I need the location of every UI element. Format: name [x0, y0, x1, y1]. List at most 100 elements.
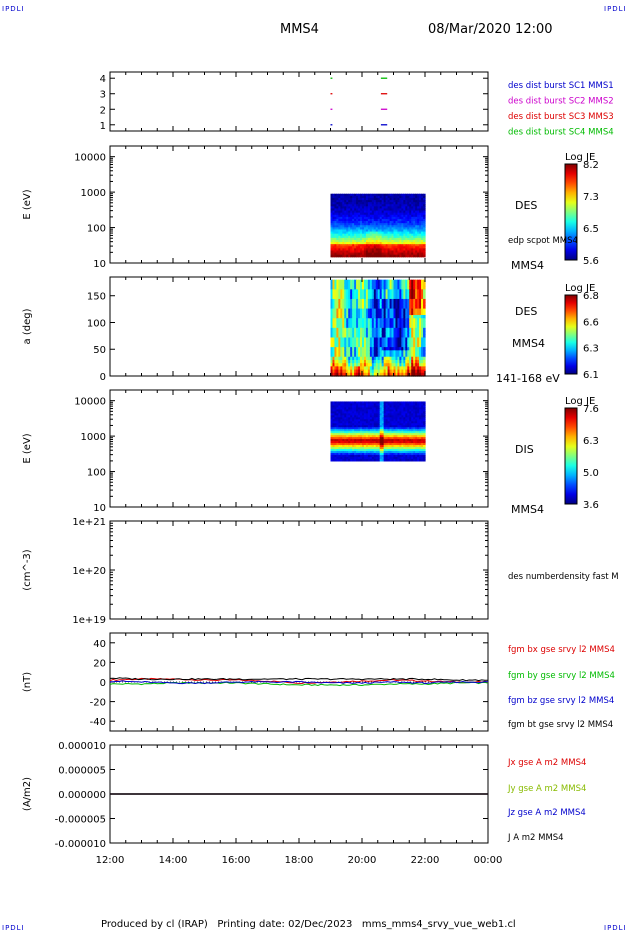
des-energy-panel-cell: [348, 250, 351, 254]
des-pitch-panel-cell: [399, 350, 402, 355]
des-energy-panel-cell: [332, 195, 336, 199]
des-energy-panel-cell: [397, 254, 401, 258]
des-energy-panel-cell: [336, 237, 339, 241]
dis-energy-panel-cell: [340, 403, 343, 407]
des-energy-panel-cell: [383, 227, 387, 231]
dis-energy-panel-cell: [344, 425, 347, 428]
des-energy-panel-ylabel: E (eV): [22, 189, 33, 219]
des-pitch-panel-colorbar-tick: 6.3: [583, 344, 599, 355]
dis-energy-panel-cell: [389, 431, 393, 434]
des-pitch-panel-cell: [379, 282, 383, 287]
des-energy-panel-cell: [356, 197, 359, 201]
des-energy-panel-cell: [405, 208, 408, 212]
des-energy-panel-cell: [365, 254, 369, 258]
dis-energy-panel-cell: [356, 431, 359, 434]
dis-energy-panel-cell: [367, 435, 371, 438]
des-energy-panel-cell: [360, 254, 363, 258]
des-energy-panel-cell: [409, 202, 412, 205]
dis-energy-panel-cell: [391, 441, 395, 444]
des-energy-panel-cell: [405, 221, 408, 224]
des-pitch-panel-cell: [342, 350, 345, 355]
des-pitch-panel-cell: [342, 324, 345, 329]
des-pitch-panel-cell: [344, 337, 347, 342]
dis-energy-panel-cell: [354, 421, 357, 424]
dis-energy-panel-cell: [367, 409, 371, 412]
des-energy-panel-cell: [409, 218, 412, 222]
dis-energy-panel-cell: [395, 456, 399, 460]
dis-energy-panel-cell: [350, 403, 353, 407]
des-pitch-panel-cell: [363, 347, 367, 351]
des-pitch-panel-cell: [340, 311, 343, 316]
des-pitch-panel-cell: [423, 359, 426, 364]
des-pitch-panel-cell: [346, 350, 349, 355]
dis-energy-panel-cell: [387, 439, 391, 442]
des-energy-panel-cell: [381, 225, 385, 228]
des-pitch-panel-cell: [389, 363, 393, 367]
des-pitch-panel-cell: [415, 356, 418, 361]
des-energy-panel-cell: [371, 229, 375, 233]
dis-energy-panel-cell: [397, 401, 401, 405]
des-pitch-panel-cell: [362, 372, 365, 377]
des-pitch-panel-cell: [334, 372, 338, 377]
des-energy-panel-cell: [373, 216, 377, 220]
des-energy-panel-cell: [360, 250, 363, 254]
des-energy-panel-cell: [385, 248, 389, 252]
des-pitch-panel-cell: [411, 366, 414, 371]
dis-energy-panel-cell: [363, 405, 367, 408]
des-pitch-panel-cell: [360, 327, 363, 332]
des-pitch-panel-cell: [403, 282, 406, 287]
des-pitch-panel-cell: [356, 314, 359, 319]
des-energy-panel-cell: [395, 206, 399, 210]
des-energy-panel-cell: [338, 246, 341, 249]
des-energy-panel-cell: [369, 200, 373, 203]
des-pitch-panel-cell: [419, 308, 422, 313]
des-pitch-panel-cell: [411, 314, 414, 319]
des-pitch-panel-cell: [399, 363, 402, 367]
des-pitch-panel-cell: [379, 308, 383, 313]
des-pitch-panel-cell: [419, 292, 422, 297]
des-energy-panel-cell: [383, 254, 387, 258]
dis-energy-panel-cell: [391, 447, 395, 450]
dis-energy-panel-cell: [403, 435, 406, 438]
des-pitch-panel-cell: [421, 372, 424, 377]
des-pitch-panel-cell: [336, 298, 339, 303]
dis-energy-panel-cell: [350, 431, 353, 434]
dis-energy-panel-cell: [401, 423, 404, 426]
des-energy-panel-cell: [348, 239, 351, 243]
des-energy-panel-cell: [338, 206, 341, 210]
des-energy-panel-cell: [371, 204, 375, 207]
des-pitch-panel-cell: [385, 331, 389, 335]
des-pitch-panel-cell: [383, 350, 387, 355]
des-energy-panel-cell: [409, 221, 412, 224]
dis-energy-panel-cell: [356, 419, 359, 422]
des-pitch-panel-cell: [387, 286, 391, 290]
des-pitch-panel-cell: [423, 314, 426, 319]
des-pitch-panel-cell: [413, 279, 416, 284]
des-pitch-panel-cell: [401, 311, 404, 316]
des-energy-panel-cell: [419, 206, 422, 210]
des-pitch-panel-cell: [385, 340, 389, 345]
dis-energy-panel-cell: [417, 411, 420, 414]
dis-energy-panel-cell: [379, 458, 383, 462]
dis-energy-panel-cell: [381, 439, 385, 442]
des-energy-panel-cell: [401, 242, 404, 245]
des-pitch-panel-cell: [369, 318, 373, 323]
dis-energy-panel-cell: [369, 407, 373, 410]
des-energy-panel-cell: [403, 242, 406, 245]
des-pitch-panel-cell: [360, 305, 363, 310]
des-pitch-panel-cell: [365, 324, 369, 329]
des-pitch-panel-cell: [391, 295, 395, 300]
des-pitch-panel-cell: [371, 305, 375, 310]
des-energy-panel-cell: [405, 218, 408, 222]
des-pitch-panel-cell: [409, 295, 412, 300]
des-pitch-panel-cell: [391, 353, 395, 358]
dis-energy-panel-cell: [342, 447, 345, 450]
des-pitch-panel-cell: [383, 286, 387, 290]
dis-energy-panel-cell: [405, 437, 408, 440]
dis-energy-panel-cell: [385, 439, 389, 442]
des-energy-panel-cell: [415, 197, 418, 201]
des-energy-panel-cell: [399, 195, 402, 199]
dis-energy-panel-cell: [385, 433, 389, 436]
dis-energy-panel-cell: [354, 431, 357, 434]
dis-energy-panel-cell: [393, 429, 397, 432]
